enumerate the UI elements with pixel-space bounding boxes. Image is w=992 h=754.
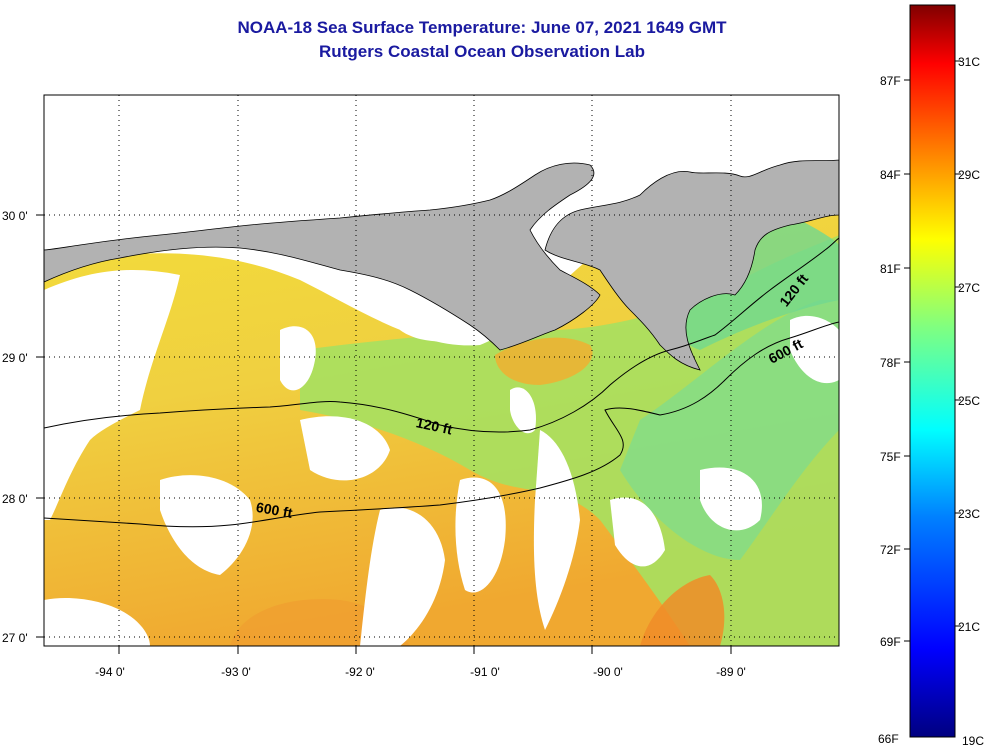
colorbar-c-23: 23C bbox=[958, 507, 980, 521]
contour-600ft bbox=[44, 321, 839, 528]
lon-label-91: -91 0' bbox=[470, 665, 500, 679]
colorbar-ticks bbox=[904, 60, 961, 642]
contour-600ft-label: 600 ft bbox=[255, 499, 294, 521]
colorbar-f-78: 78F bbox=[880, 356, 901, 370]
colorbar-c-25: 25C bbox=[958, 394, 980, 408]
colorbar-f-87: 87F bbox=[880, 74, 901, 88]
lat-label-27: 27 0' bbox=[2, 631, 28, 645]
graticule bbox=[44, 95, 839, 646]
colorbar-c-31: 31C bbox=[958, 55, 980, 69]
colorbar-c-19: 19C bbox=[962, 734, 984, 748]
colorbar-f-75: 75F bbox=[880, 450, 901, 464]
axis-ticks bbox=[36, 214, 732, 654]
map-title: NOAA-18 Sea Surface Temperature: June 07… bbox=[237, 18, 727, 37]
colorbar-c-21: 21C bbox=[958, 620, 980, 634]
lon-label-93: -93 0' bbox=[221, 665, 251, 679]
lat-label-30: 30 0' bbox=[2, 209, 28, 223]
lon-label-92: -92 0' bbox=[345, 665, 375, 679]
colorbar-f-84: 84F bbox=[880, 168, 901, 182]
sst-warm-delta bbox=[495, 337, 593, 385]
map-subtitle: Rutgers Coastal Ocean Observation Lab bbox=[319, 42, 645, 61]
colorbar-c-29: 29C bbox=[958, 168, 980, 182]
colorbar-f-72: 72F bbox=[880, 543, 901, 557]
map-frame bbox=[43, 94, 840, 647]
sst-warm-region-east bbox=[640, 575, 725, 646]
lat-label-29: 29 0' bbox=[2, 351, 28, 365]
contour-120ft bbox=[44, 237, 839, 433]
colorbar-f-66: 66F bbox=[878, 732, 899, 746]
colorbar bbox=[909, 4, 956, 738]
lon-label-94: -94 0' bbox=[95, 665, 125, 679]
contour-120ft-label: 120 ft bbox=[415, 414, 454, 437]
lat-label-28: 28 0' bbox=[2, 492, 28, 506]
land bbox=[44, 95, 839, 371]
colorbar-f-81: 81F bbox=[880, 262, 901, 276]
sst-cooler-region bbox=[620, 300, 839, 560]
lon-label-90: -90 0' bbox=[593, 665, 623, 679]
colorbar-c-27: 27C bbox=[958, 281, 980, 295]
colorbar-f-69: 69F bbox=[880, 635, 901, 649]
lon-label-89: -89 0' bbox=[716, 665, 746, 679]
